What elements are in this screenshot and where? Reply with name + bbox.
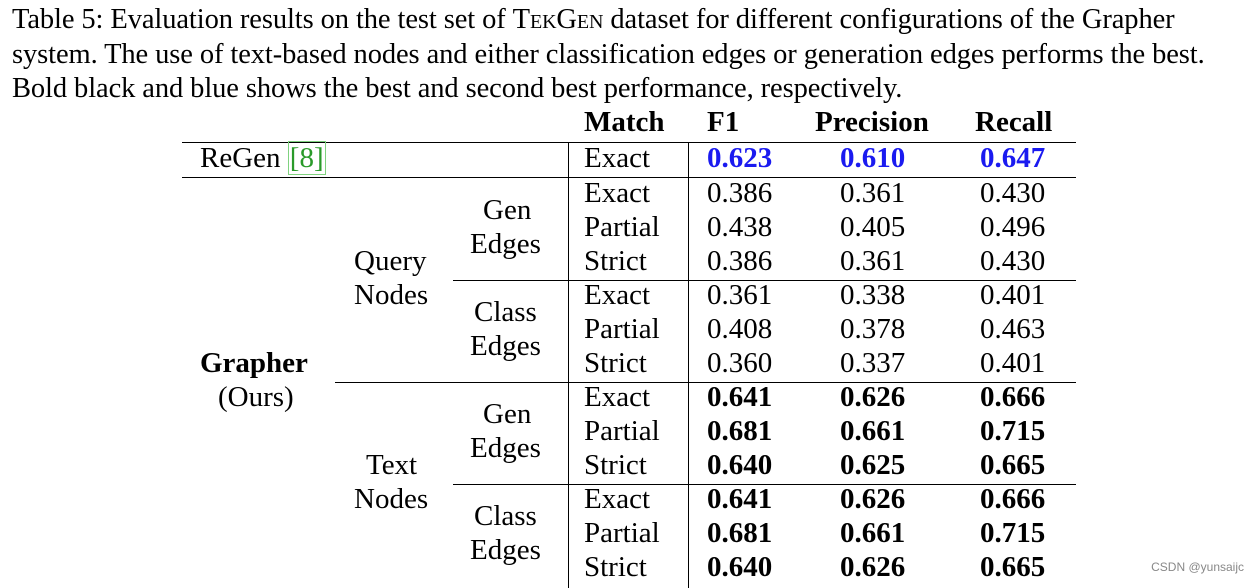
row-match: Exact <box>584 381 651 413</box>
row-recall: 0.463 <box>980 313 1046 345</box>
edge-group-3-line2: Edges <box>470 432 541 464</box>
row-match: Partial <box>584 313 660 345</box>
row-precision: 0.338 <box>840 279 906 311</box>
edge-group-4-line1: Class <box>474 500 537 532</box>
row-precision: 0.626 <box>840 483 906 515</box>
row-precision: 0.361 <box>840 177 906 209</box>
header-match: Match <box>584 106 665 138</box>
rule-top <box>182 142 1076 144</box>
row-f1: 0.641 <box>707 381 773 413</box>
rule-regen <box>182 177 1076 179</box>
row-precision: 0.625 <box>840 449 906 481</box>
row-precision: 0.405 <box>840 211 906 243</box>
row-recall: 0.401 <box>980 279 1046 311</box>
regen-citation-link[interactable]: [8] <box>287 141 326 175</box>
row-match: Strict <box>584 449 647 481</box>
row-precision: 0.661 <box>840 415 906 447</box>
row-f1: 0.438 <box>707 211 773 243</box>
edge-group-1-line2: Edges <box>470 228 541 260</box>
grapher-ours: (Ours) <box>218 381 294 413</box>
caption-prefix: Table 5: Evaluation results on the test … <box>12 4 513 35</box>
rule-query-gen-class <box>453 280 1076 282</box>
table-caption: Table 5: Evaluation results on the test … <box>12 3 1250 107</box>
row-match: Exact <box>584 177 651 209</box>
row-f1: 0.361 <box>707 279 773 311</box>
row-recall: 0.666 <box>980 483 1046 515</box>
row-f1: 0.386 <box>707 245 773 277</box>
row-precision: 0.337 <box>840 347 906 379</box>
row-recall: 0.715 <box>980 415 1046 447</box>
header-f1: F1 <box>707 106 740 138</box>
row-recall: 0.496 <box>980 211 1046 243</box>
row-recall: 0.430 <box>980 177 1046 209</box>
row-f1: 0.641 <box>707 483 773 515</box>
row-recall: 0.715 <box>980 517 1046 549</box>
row-precision: 0.378 <box>840 313 906 345</box>
row-recall: 0.665 <box>980 449 1046 481</box>
row-f1: 0.386 <box>707 177 773 209</box>
row-recall: 0.401 <box>980 347 1046 379</box>
node-group-query-line1: Query <box>354 245 427 277</box>
regen-recall: 0.647 <box>980 142 1046 174</box>
row-recall: 0.430 <box>980 245 1046 277</box>
row-f1: 0.360 <box>707 347 773 379</box>
header-precision: Precision <box>815 106 929 138</box>
edge-group-3-line1: Gen <box>483 398 532 430</box>
rule-vertical-values <box>688 142 690 588</box>
row-match: Strict <box>584 245 647 277</box>
edge-group-2-line1: Class <box>474 296 537 328</box>
rule-query-text <box>335 382 1076 384</box>
edge-group-4-line2: Edges <box>470 534 541 566</box>
row-match: Partial <box>584 517 660 549</box>
row-f1: 0.681 <box>707 517 773 549</box>
row-recall: 0.665 <box>980 551 1046 583</box>
row-recall: 0.666 <box>980 381 1046 413</box>
regen-precision: 0.610 <box>840 142 906 174</box>
row-match: Strict <box>584 551 647 583</box>
row-match: Partial <box>584 211 660 243</box>
row-precision: 0.626 <box>840 551 906 583</box>
grapher-name: Grapher <box>200 347 308 379</box>
regen-label: ReGen [8] <box>200 141 326 175</box>
row-match: Exact <box>584 279 651 311</box>
rule-vertical-match <box>568 142 570 588</box>
regen-name: ReGen <box>200 142 288 174</box>
row-f1: 0.408 <box>707 313 773 345</box>
node-group-text-line2: Nodes <box>354 483 429 515</box>
header-recall: Recall <box>975 106 1053 138</box>
node-group-text-line1: Text <box>366 449 418 481</box>
watermark: CSDN @yunsaijc <box>1151 560 1244 574</box>
row-precision: 0.626 <box>840 381 906 413</box>
rule-text-gen-class <box>453 484 1076 486</box>
node-group-query-line2: Nodes <box>354 279 429 311</box>
caption-dataset: TekGen <box>512 4 604 35</box>
caption-suffix: dataset for different configurations of … <box>12 4 1205 104</box>
regen-f1: 0.623 <box>707 142 773 174</box>
edge-group-2-line2: Edges <box>470 330 541 362</box>
regen-match: Exact <box>584 142 651 174</box>
row-f1: 0.640 <box>707 551 773 583</box>
row-match: Strict <box>584 347 647 379</box>
row-precision: 0.361 <box>840 245 906 277</box>
edge-group-1-line1: Gen <box>483 194 532 226</box>
row-match: Exact <box>584 483 651 515</box>
row-match: Partial <box>584 415 660 447</box>
row-f1: 0.681 <box>707 415 773 447</box>
row-precision: 0.661 <box>840 517 906 549</box>
row-f1: 0.640 <box>707 449 773 481</box>
